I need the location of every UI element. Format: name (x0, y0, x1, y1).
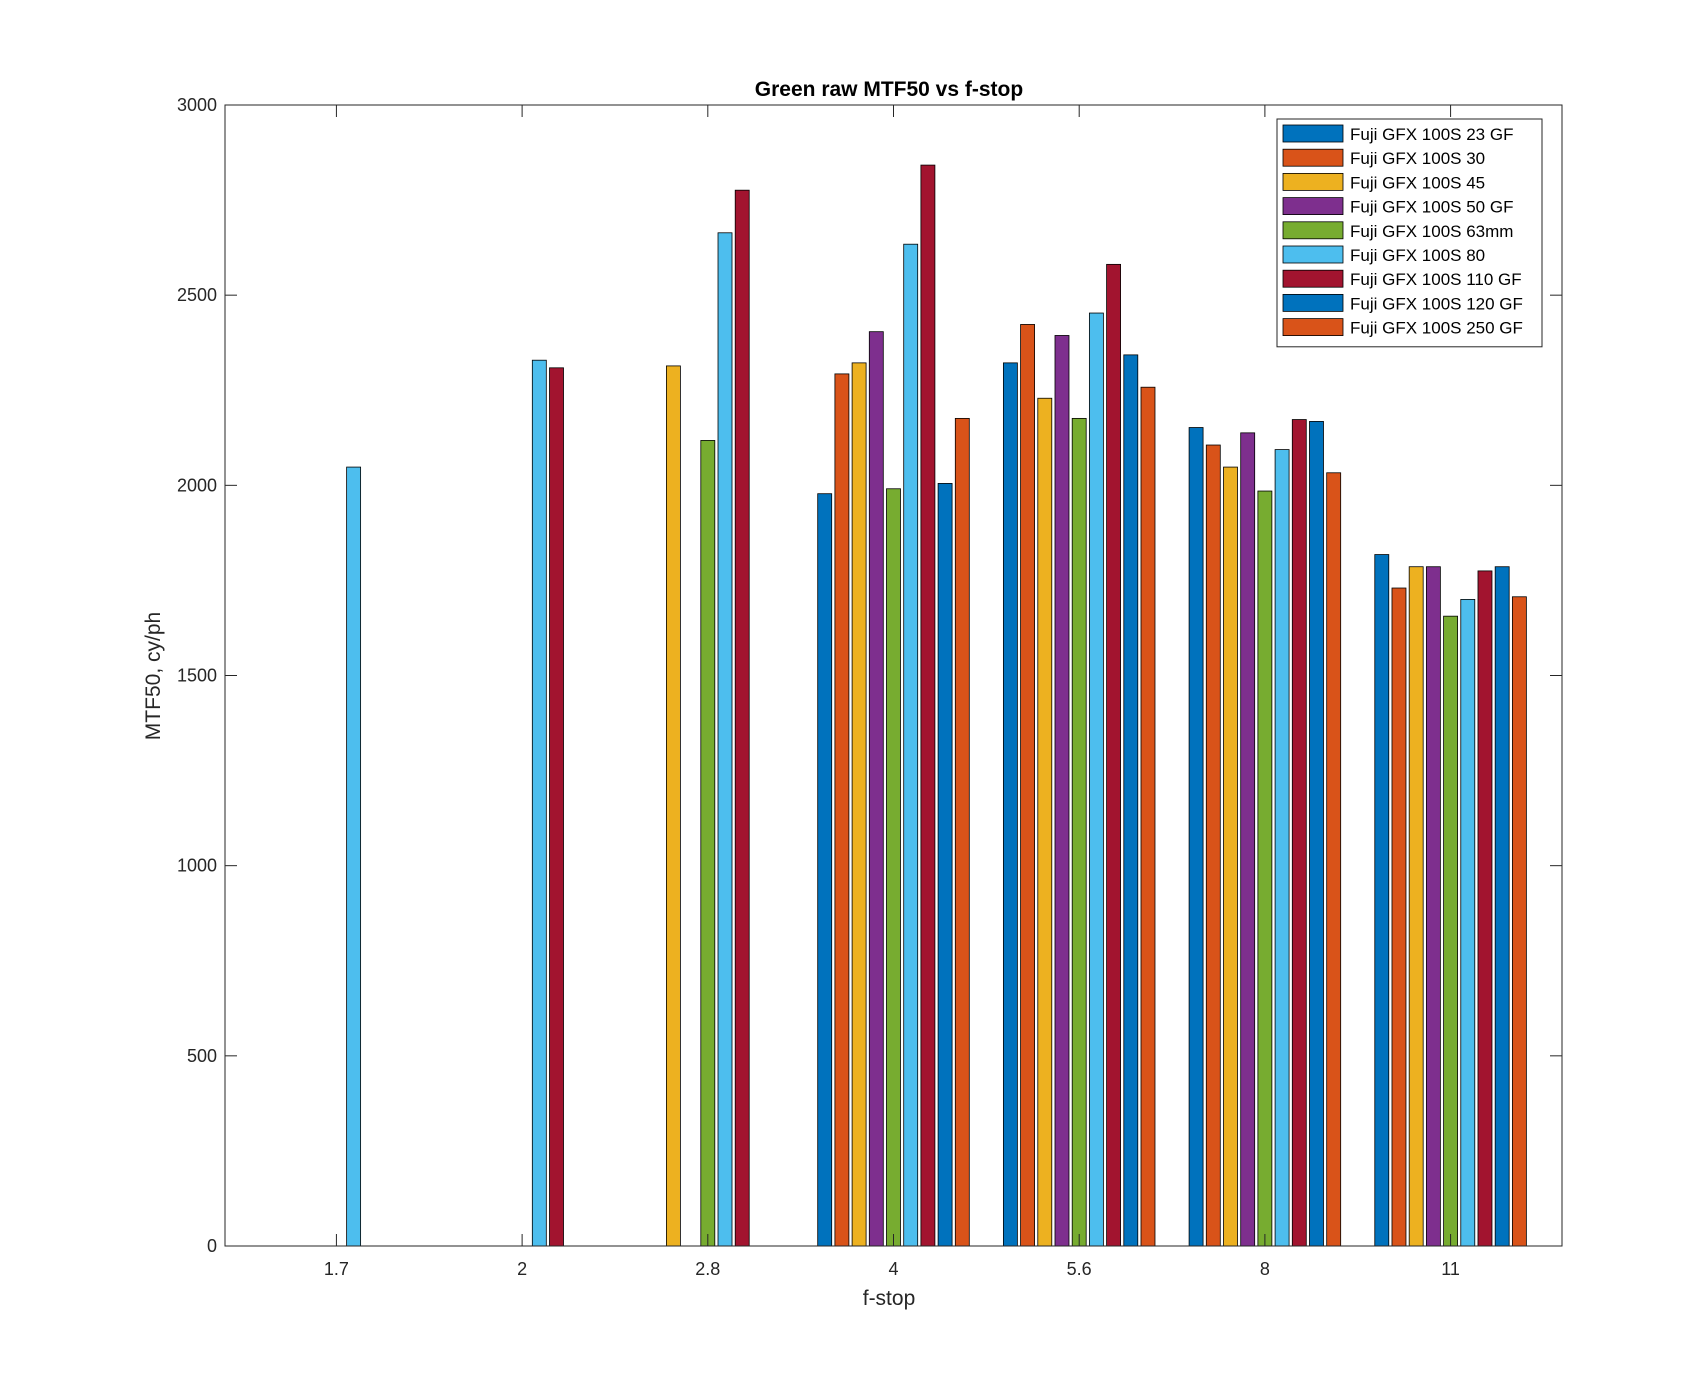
bar (1511, 596, 1527, 1247)
bar (834, 373, 850, 1247)
legend-label: Fuji GFX 100S 23 GF (1350, 125, 1513, 144)
legend-label: Fuji GFX 100S 30 (1350, 149, 1485, 168)
bar (920, 164, 936, 1247)
legend-swatch (1282, 318, 1344, 337)
bar (1494, 566, 1510, 1247)
bar (1425, 566, 1441, 1247)
y-tick-label: 1500 (177, 666, 217, 686)
legend-swatch (1282, 269, 1344, 288)
bar (531, 359, 547, 1247)
bar (1123, 354, 1139, 1247)
x-tick-label: 2.8 (695, 1259, 720, 1279)
bar (1309, 421, 1324, 1247)
bar (666, 365, 681, 1247)
chart-title: Green raw MTF50 vs f-stop (755, 78, 1023, 101)
legend-label: Fuji GFX 100S 110 GF (1350, 270, 1522, 289)
y-tick-label: 3000 (177, 95, 217, 115)
bar (346, 466, 362, 1247)
y-axis-label: MTF50, cy/ph (142, 612, 165, 740)
bar (1391, 587, 1407, 1247)
x-tick-label: 4 (888, 1259, 898, 1279)
bar (937, 483, 953, 1247)
bar (1374, 554, 1390, 1247)
bar (1240, 432, 1256, 1247)
bar (1054, 335, 1070, 1247)
x-axis-label: f-stop (863, 1287, 916, 1310)
bar (1257, 490, 1273, 1247)
bar (1205, 444, 1221, 1247)
legend-label: Fuji GFX 100S 45 (1350, 173, 1485, 192)
bar (851, 362, 867, 1247)
legend-label: Fuji GFX 100S 120 GF (1350, 294, 1523, 313)
legend: Fuji GFX 100S 23 GF Fuji GFX 100S 30 Fuji … (1276, 118, 1543, 348)
bar (1223, 466, 1238, 1247)
bar (1106, 263, 1121, 1247)
bar (717, 232, 733, 1247)
bar (1460, 599, 1476, 1247)
x-tick-label: 8 (1260, 1259, 1270, 1279)
axes-group: 0 500 1000 1500 2000 2500 3000 1.7 2 2.8 4 5.6 8 11 (177, 95, 1563, 1279)
legend-swatch (1282, 293, 1344, 312)
bar (868, 331, 884, 1247)
legend-label: Fuji GFX 100S 63mm (1350, 222, 1513, 241)
x-tick-label: 2 (517, 1259, 527, 1279)
legend-swatch (1282, 124, 1344, 143)
legend-swatch (1282, 221, 1344, 240)
bar (1071, 417, 1087, 1247)
y-tick-label: 1000 (177, 856, 217, 876)
x-tick-label: 1.7 (324, 1259, 349, 1279)
bar (817, 493, 833, 1247)
bar (1088, 312, 1104, 1247)
bar (549, 367, 564, 1247)
bar (1020, 324, 1035, 1247)
bar (954, 417, 970, 1247)
bar (1326, 472, 1342, 1247)
bar (903, 243, 919, 1247)
y-tick-label: 0 (207, 1236, 217, 1256)
bar (734, 189, 750, 1247)
legend-swatch (1282, 245, 1344, 264)
bar (1443, 615, 1458, 1247)
x-tick-label: 11 (1441, 1259, 1460, 1279)
legend-swatch (1282, 197, 1344, 216)
bar (1188, 427, 1204, 1247)
bar (886, 488, 901, 1247)
bar (1477, 570, 1493, 1247)
y-tick-label: 500 (187, 1046, 217, 1066)
legend-label: Fuji GFX 100S 80 (1350, 246, 1485, 265)
bar (700, 440, 716, 1247)
bar (1140, 386, 1156, 1247)
x-tick-label: 5.6 (1067, 1259, 1092, 1279)
bar (1408, 566, 1424, 1247)
bar (1291, 419, 1307, 1247)
legend-swatch (1282, 148, 1344, 167)
legend-swatch (1282, 172, 1344, 191)
bars-group (346, 164, 1527, 1247)
bar (1037, 397, 1053, 1247)
bar (1274, 449, 1290, 1247)
legend-label: Fuji GFX 100S 250 GF (1350, 319, 1523, 338)
y-tick-label: 2000 (177, 475, 217, 495)
bar (1002, 362, 1018, 1247)
y-tick-label: 2500 (177, 285, 217, 305)
legend-label: Fuji GFX 100S 50 GF (1350, 198, 1513, 217)
